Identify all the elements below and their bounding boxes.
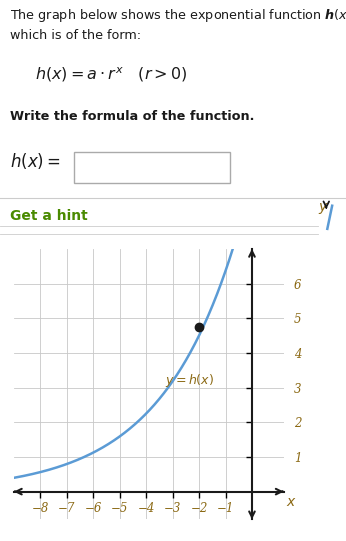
FancyBboxPatch shape <box>74 152 230 182</box>
Text: Write the formula of the function.: Write the formula of the function. <box>10 109 255 123</box>
Text: Get a hint: Get a hint <box>10 209 88 223</box>
Text: $h(x) = a \cdot r^x \quad (r > 0)$: $h(x) = a \cdot r^x \quad (r > 0)$ <box>35 65 187 84</box>
Text: $h(x) =$: $h(x) =$ <box>10 151 61 171</box>
Text: which is of the form:: which is of the form: <box>10 29 142 42</box>
Text: $y = h(x)$: $y = h(x)$ <box>165 372 214 389</box>
Text: $x$: $x$ <box>286 495 297 509</box>
Text: $y$: $y$ <box>318 201 329 216</box>
Text: The graph below shows the exponential function $\boldsymbol{h}(x)$,: The graph below shows the exponential fu… <box>10 7 346 24</box>
